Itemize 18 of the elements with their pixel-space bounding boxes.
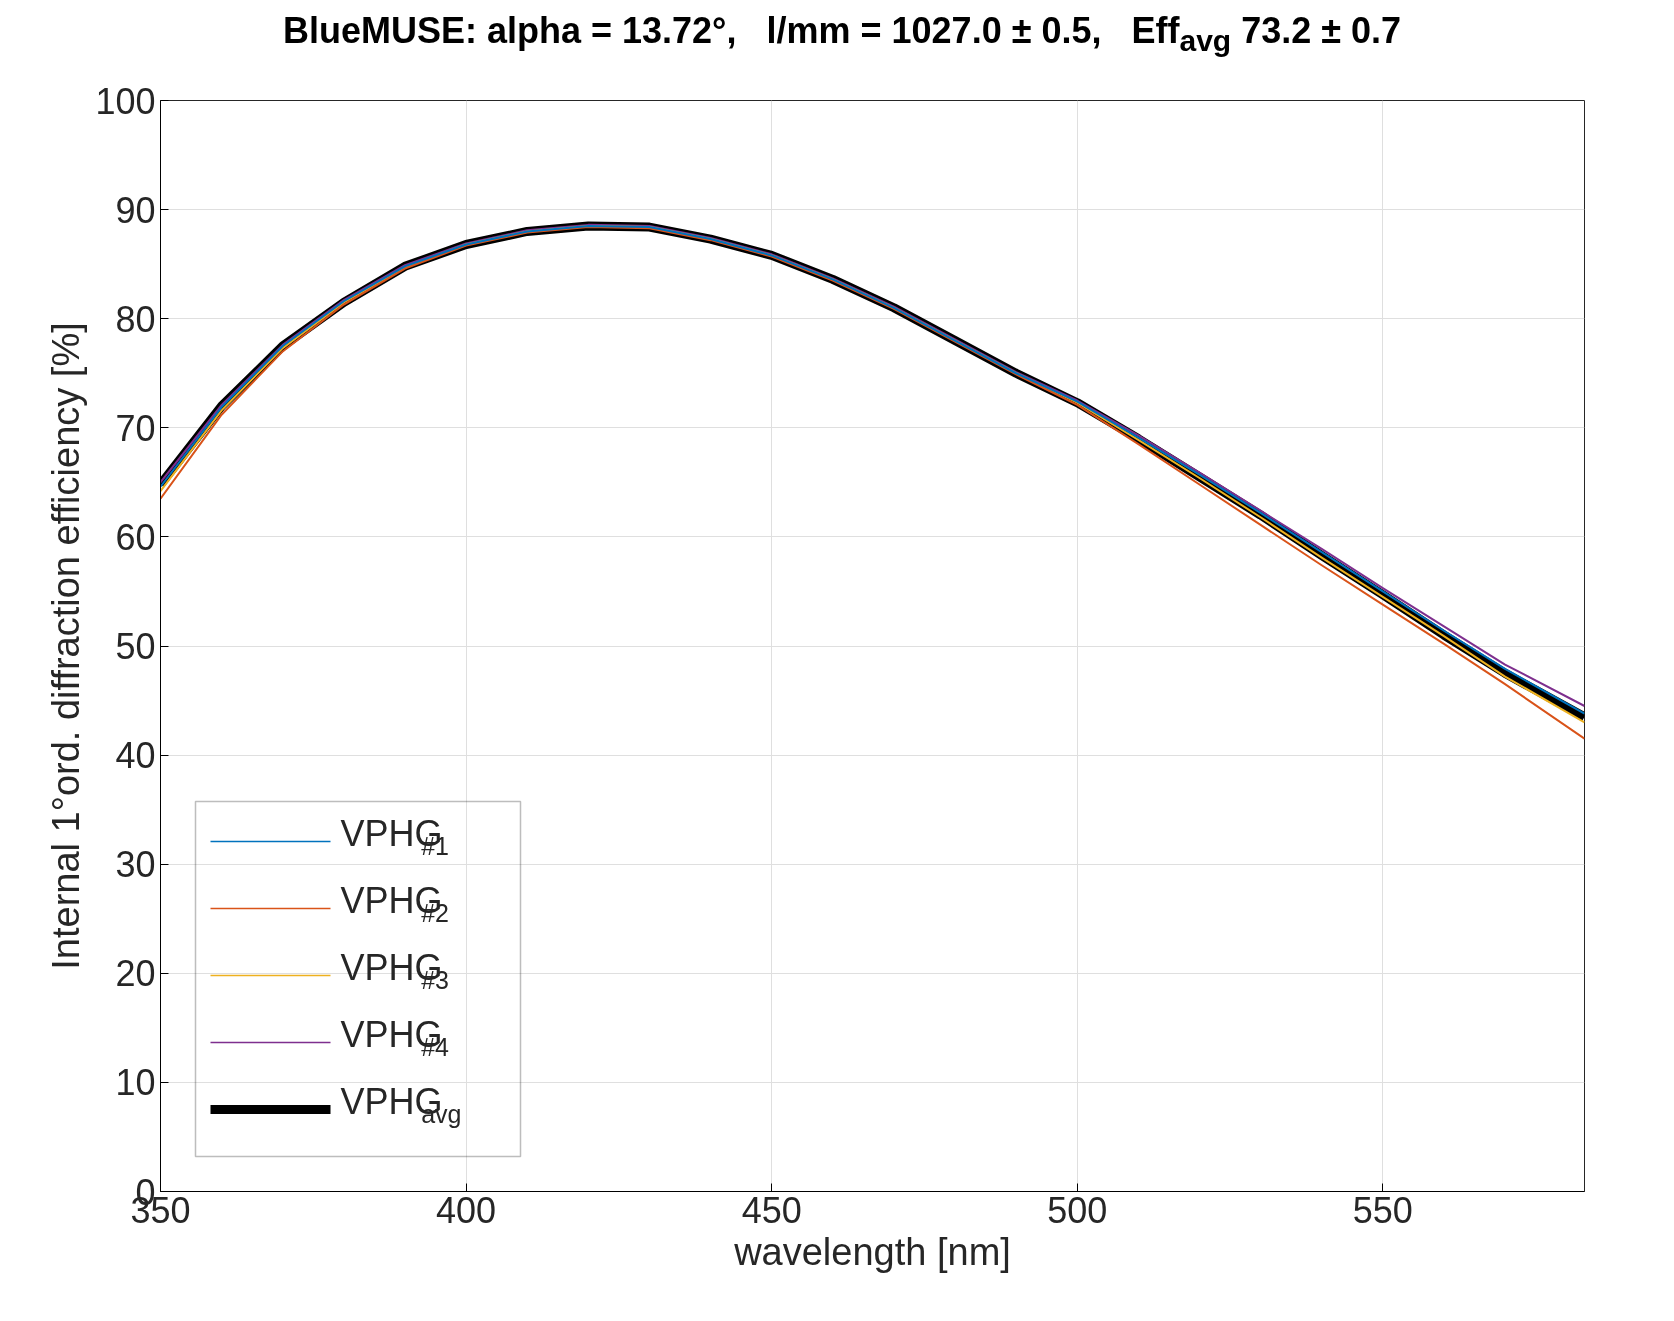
y-tick-label: 100: [95, 80, 156, 122]
x-tick-label: 500: [1047, 1189, 1108, 1231]
y-axis-title: Internal 1°ord. diffraction efficiency [%]: [45, 322, 88, 970]
y-tick-label: 80: [115, 298, 156, 340]
x-axis-title: wavelength [nm]: [733, 1230, 1011, 1273]
y-tick-label: 40: [115, 735, 156, 777]
y-tick-label: 70: [115, 407, 156, 449]
y-tick-label: 20: [115, 953, 156, 995]
y-tick-label: 60: [115, 516, 156, 558]
y-tick-label: 50: [115, 626, 156, 667]
y-tick-label: 10: [115, 1062, 156, 1104]
y-tick-label: 90: [115, 189, 156, 231]
x-tick-label: 400: [436, 1189, 497, 1231]
x-tick-label: 450: [741, 1189, 802, 1231]
x-tick-label: 550: [1352, 1189, 1413, 1231]
chart-title: BlueMUSE: alpha = 13.72°, l/mm = 1027.0 ± 0.5, Eff$_{avg}$ 73.2 ± 0.7: [281, 9, 1403, 60]
y-tick-label: 30: [115, 844, 156, 886]
legend-label: VPHG#4: [340, 1014, 450, 1062]
